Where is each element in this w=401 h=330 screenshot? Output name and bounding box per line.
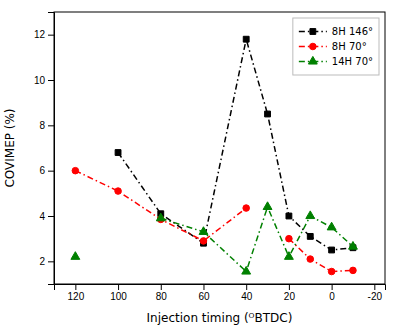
series-line [75, 207, 353, 272]
tick-mark [203, 284, 204, 290]
tick-mark [48, 125, 54, 126]
point [115, 188, 122, 195]
tick-label: -20 [368, 291, 383, 302]
y-axis: 2 4 6 8 10 12 [34, 13, 55, 285]
tick-label: 4 [39, 211, 45, 222]
x-axis: 120 100 80 60 40 20 0 -20 [55, 284, 386, 302]
point [286, 213, 292, 219]
tick-mark [246, 284, 247, 290]
chart: 120 100 80 60 40 20 0 -20 2 4 6 8 10 12 8H 146° 8H 70° 1… [0, 0, 401, 330]
plot: 120 100 80 60 40 20 0 -20 2 4 6 8 10 12 8H 146° 8H 70° 1… [34, 12, 386, 302]
tick: 8 [39, 120, 54, 131]
tick-label: 60 [198, 291, 210, 302]
legend-label: 8H 70° [332, 41, 367, 52]
tick: 120 [68, 284, 85, 302]
legend-label: 14H 70° [332, 56, 373, 67]
point [200, 238, 207, 245]
tick-label: 40 [241, 291, 253, 302]
tick-label: 10 [34, 75, 46, 86]
y-axis-title: COVIMEP (%) [3, 108, 17, 187]
point [284, 252, 293, 260]
point [306, 211, 315, 219]
point [329, 247, 335, 253]
point [307, 233, 313, 239]
point [328, 268, 335, 275]
point [242, 266, 251, 274]
tick-mark [48, 216, 54, 217]
point [265, 111, 271, 117]
tick-mark [48, 171, 54, 172]
legend-marker [310, 29, 316, 35]
tick-label: 80 [156, 291, 168, 302]
point [349, 241, 358, 249]
tick-label: 2 [39, 256, 45, 267]
legend-label: 8H 146° [332, 26, 373, 37]
tick: -20 [368, 284, 383, 302]
tick-label: 120 [68, 291, 85, 302]
tick-mark [332, 284, 333, 290]
tick: 20 [284, 284, 296, 302]
point [115, 150, 121, 156]
axis-line [55, 285, 386, 291]
tick: 12 [34, 29, 54, 40]
point [243, 36, 249, 42]
tick-mark [289, 284, 290, 290]
tick-label: 8 [39, 120, 45, 131]
tick-mark [75, 284, 76, 290]
tick: 40 [241, 284, 253, 302]
tick-mark [48, 80, 54, 81]
tick-mark [48, 35, 54, 36]
tick: 0 [329, 284, 335, 302]
tick-label: 100 [110, 291, 127, 302]
tick-label: 0 [329, 291, 335, 302]
legend-box [293, 18, 379, 75]
x-axis-title: Injection timing (ᴼBTDC) [147, 311, 293, 325]
tick-label: 6 [39, 165, 45, 176]
tick: 4 [39, 211, 54, 222]
point [71, 252, 80, 260]
point [350, 267, 357, 274]
tick: 10 [34, 75, 54, 86]
tick-mark [118, 284, 119, 290]
point [243, 205, 250, 212]
tick: 100 [110, 284, 127, 302]
legend-marker [310, 43, 317, 50]
tick: 6 [39, 165, 54, 176]
tick-label: 12 [34, 29, 46, 40]
legend: 8H 146° 8H 70° 14H 70° [293, 18, 379, 75]
tick-mark [374, 284, 375, 290]
point [286, 235, 293, 242]
point [263, 202, 272, 210]
tick-mark [48, 261, 54, 262]
tick-mark [161, 284, 162, 290]
tick: 80 [156, 284, 168, 302]
tick-label: 20 [284, 291, 296, 302]
point [199, 227, 208, 235]
point [307, 256, 314, 263]
series-line [75, 171, 353, 272]
point [327, 222, 336, 230]
plot-frame [54, 12, 385, 284]
point [72, 167, 79, 174]
tick: 60 [198, 284, 210, 302]
legend-marker [308, 56, 317, 64]
tick: 2 [39, 256, 54, 267]
point [156, 213, 165, 221]
